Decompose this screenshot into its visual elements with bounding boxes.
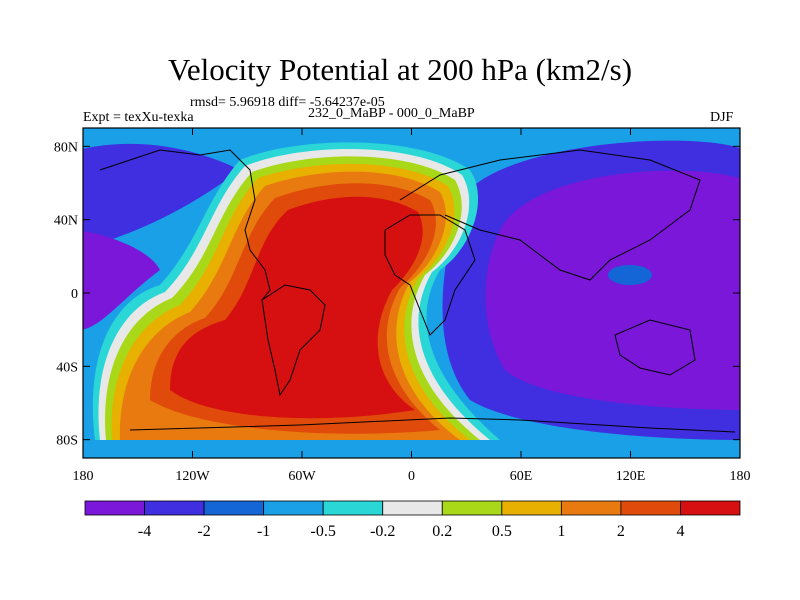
- colorbar-label: 0.2: [432, 523, 452, 540]
- stats-label: rmsd= 5.96918 diff= -5.64237e-05: [190, 95, 385, 110]
- y-tick-label: 80N: [54, 140, 78, 155]
- season-label: DJF: [710, 110, 734, 125]
- coast-australia: [614, 319, 696, 376]
- colorbar-swatch: [263, 500, 324, 516]
- coastlines: [99, 149, 736, 433]
- experiment-label: Expt = texXu-texka: [83, 110, 194, 125]
- colorbar-swatch: [680, 500, 741, 516]
- coast-eurasia: [399, 149, 701, 281]
- colorbar-label: 2: [617, 523, 625, 540]
- colorbar-label: 4: [676, 523, 684, 540]
- coast-south-america: [261, 284, 326, 397]
- positive-core: [170, 196, 423, 419]
- colorbar-swatch: [84, 500, 145, 516]
- y-tick-label: 0: [71, 287, 78, 302]
- coast-north-america: [99, 149, 271, 301]
- y-tick-label: 80S: [56, 434, 78, 449]
- colorbar-label: -1: [257, 523, 270, 540]
- y-tick-label: 40N: [54, 214, 78, 229]
- chart-title: Velocity Potential at 200 hPa (km2/s): [167, 52, 633, 87]
- colorbar: -4 -2 -1 -0.5 -0.2 0.2 0.5 1 2 4: [84, 500, 741, 540]
- colorbar-swatch: [560, 500, 622, 516]
- colorbar-label: -0.5: [311, 523, 336, 540]
- neg-core-east: [485, 170, 740, 410]
- colorbar-swatch: [620, 500, 681, 516]
- colorbar-swatch: [441, 500, 503, 516]
- x-tick-label: 60E: [510, 469, 533, 484]
- colorbar-swatch: [144, 500, 205, 516]
- neg-band-northwest: [83, 143, 240, 249]
- contour-field: [83, 128, 740, 458]
- coast-africa: [384, 214, 476, 336]
- neg-inner-east: [608, 265, 652, 285]
- x-tick-label: 60W: [288, 469, 316, 484]
- colorbar-swatch: [322, 500, 384, 516]
- axis-ticks: 180 120W 60W 0 60E 120E 180 80N 40N 0 40S 80S: [54, 128, 751, 484]
- colorbar-label: 1: [557, 523, 565, 540]
- x-tick-label: 120E: [616, 469, 646, 484]
- colorbar-swatch: [382, 500, 443, 516]
- x-tick-label: 180: [73, 469, 94, 484]
- colorbar-swatch: [501, 500, 562, 516]
- coast-antarctica: [129, 417, 736, 433]
- neg-core-west: [83, 230, 160, 330]
- colorbar-swatch: [203, 500, 265, 516]
- x-tick-label: 0: [408, 469, 415, 484]
- colorbar-label: -4: [138, 523, 151, 540]
- colorbar-label: -2: [197, 523, 210, 540]
- x-tick-label: 120W: [175, 469, 210, 484]
- comparison-label: 232_0_MaBP - 000_0_MaBP: [308, 106, 475, 121]
- colorbar-label: -0.2: [370, 523, 395, 540]
- y-tick-label: 40S: [56, 360, 78, 375]
- colorbar-label: 0.5: [492, 523, 512, 540]
- x-tick-label: 180: [730, 469, 751, 484]
